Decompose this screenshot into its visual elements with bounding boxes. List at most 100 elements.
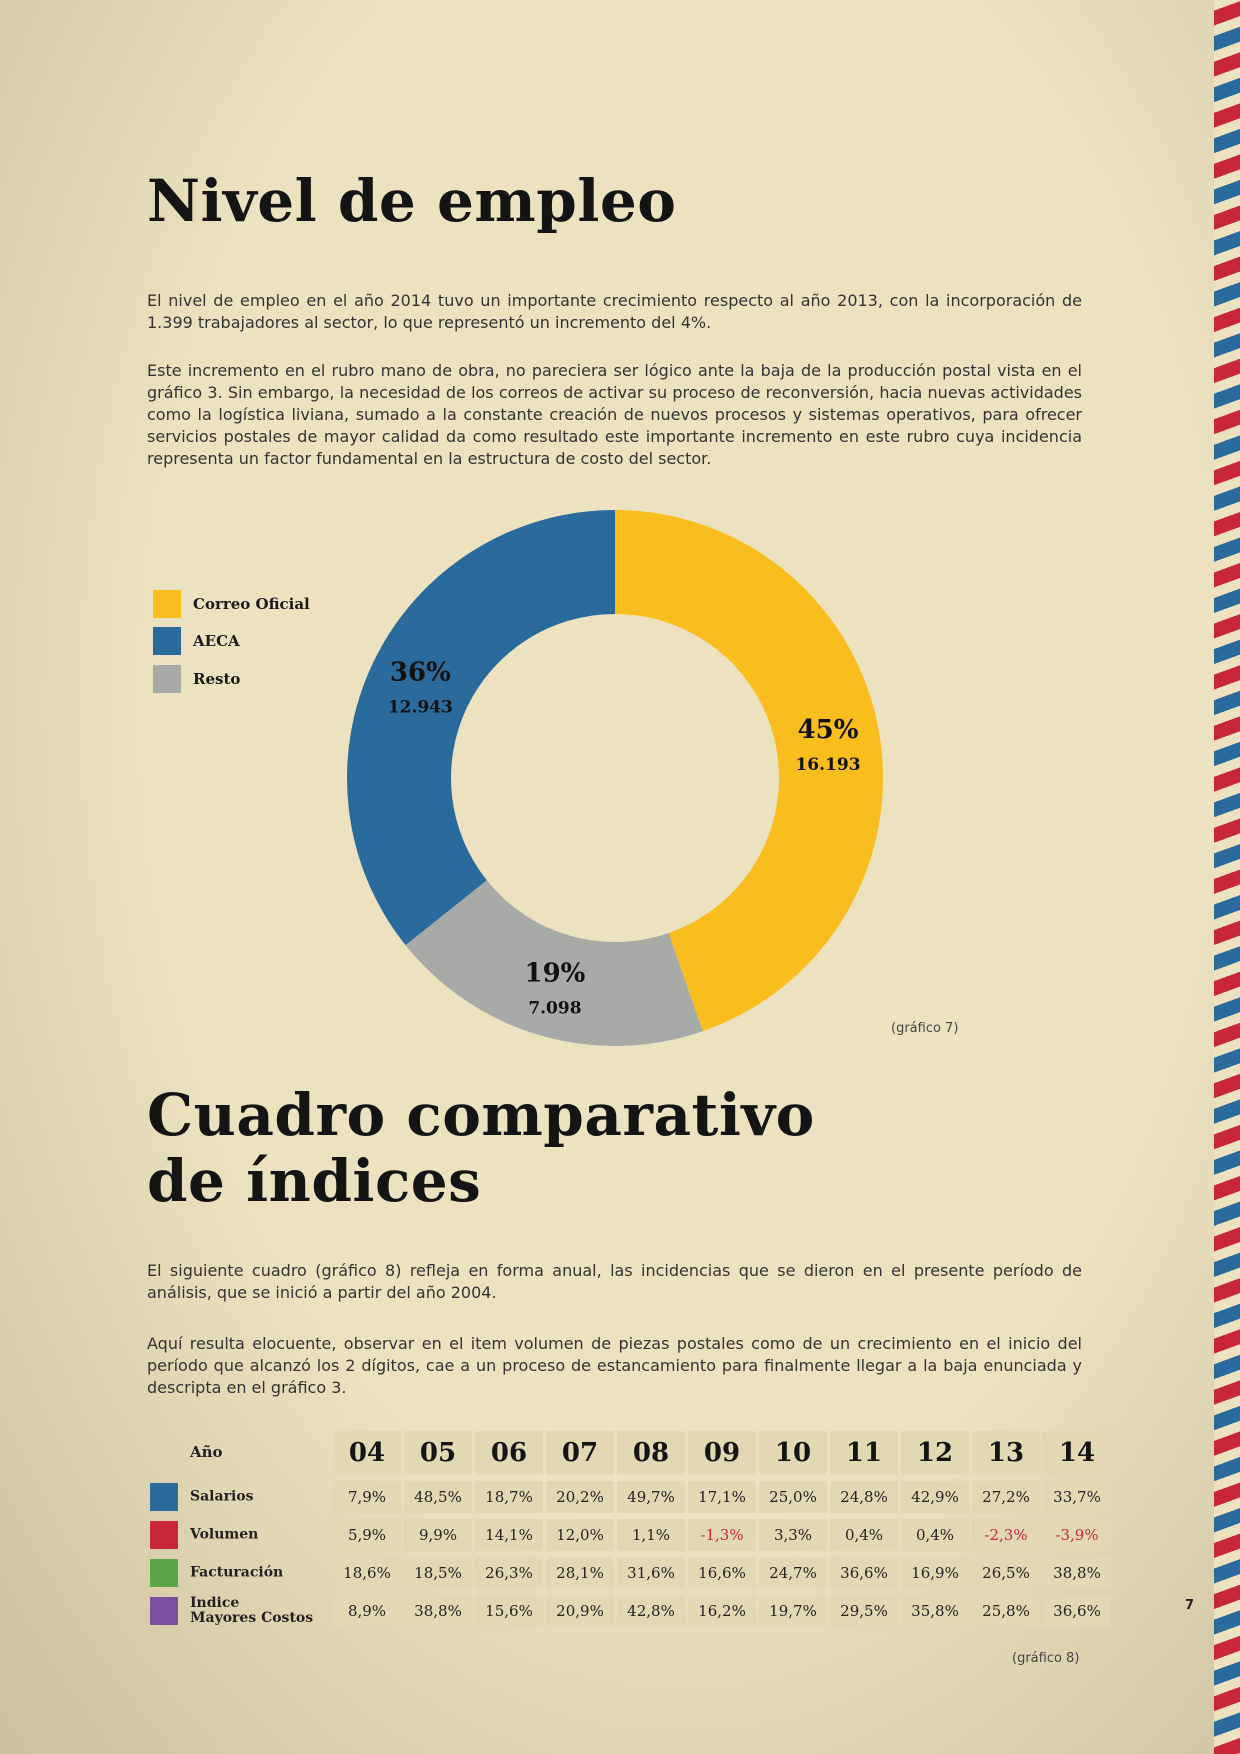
row-header: Indice Mayores Costos xyxy=(150,1595,330,1627)
donut-slice-correo-oficial xyxy=(615,510,883,1032)
row-label-line-1: Indice xyxy=(190,1595,240,1611)
airmail-stripe-border xyxy=(1214,0,1240,1754)
row-color-swatch xyxy=(150,1559,178,1587)
table-cell: 26,5% xyxy=(972,1557,1040,1589)
table-cell: 16,9% xyxy=(901,1557,969,1589)
slice-value-label: 12.943 xyxy=(388,697,453,717)
table-cell: 28,1% xyxy=(546,1557,614,1589)
table-cell: 18,7% xyxy=(475,1481,543,1513)
year-cell: 04 xyxy=(333,1431,401,1475)
year-cell: 05 xyxy=(404,1431,472,1475)
table-cell: 24,8% xyxy=(830,1481,898,1513)
donut-slice-aeca xyxy=(347,510,615,946)
row-color-swatch xyxy=(150,1597,178,1625)
legend-label: Correo Oficial xyxy=(193,595,310,613)
table-cell: 15,6% xyxy=(475,1595,543,1627)
table-cell: 38,8% xyxy=(1043,1557,1111,1589)
row-color-swatch xyxy=(150,1521,178,1549)
table-row: Salarios 7,9% 48,5% 18,7% 20,2% 49,7% 17,1% 25,… xyxy=(150,1481,1111,1513)
year-header-label: Año xyxy=(190,1443,223,1461)
table-cell: 49,7% xyxy=(617,1481,685,1513)
table-header-row: Año 04 05 06 07 08 09 10 11 12 13 14 xyxy=(150,1431,1111,1475)
section-title-cuadro-comparativo: Cuadro comparativo de índices xyxy=(147,1082,815,1214)
table-cell: 48,5% xyxy=(404,1481,472,1513)
indices-table: Año 04 05 06 07 08 09 10 11 12 13 14 Sal… xyxy=(147,1425,1114,1633)
title-line-2: de índices xyxy=(147,1147,482,1215)
table-cell: 1,1% xyxy=(617,1519,685,1551)
year-header-cell: Año xyxy=(150,1431,330,1475)
slice-percent-label: 36% xyxy=(390,657,451,687)
year-cell: 11 xyxy=(830,1431,898,1475)
row-header: Facturación xyxy=(150,1557,330,1589)
table-row: Facturación 18,6% 18,5% 26,3% 28,1% 31,6% 16,6… xyxy=(150,1557,1111,1589)
row-label-line-1: Salarios xyxy=(190,1488,254,1505)
table-caption-grafico-8: (gráfico 8) xyxy=(1012,1651,1080,1666)
table-cell: 25,0% xyxy=(759,1481,827,1513)
year-cell: 14 xyxy=(1043,1431,1111,1475)
table-cell: 33,7% xyxy=(1043,1481,1111,1513)
legend-swatch xyxy=(153,590,181,618)
table-cell: 24,7% xyxy=(759,1557,827,1589)
table-cell: 19,7% xyxy=(759,1595,827,1627)
paragraph-1: El nivel de empleo en el año 2014 tuvo u… xyxy=(147,291,1082,332)
table-cell: 0,4% xyxy=(830,1519,898,1551)
table-cell: 8,9% xyxy=(333,1595,401,1627)
page-number: 7 xyxy=(1185,1598,1195,1613)
table-row: Volumen 5,9% 9,9% 14,1% 12,0% 1,1% -1,3% 3,3% 0,… xyxy=(150,1519,1111,1551)
legend-label: AECA xyxy=(193,632,240,650)
table-cell: 29,5% xyxy=(830,1595,898,1627)
legend-label: Resto xyxy=(193,670,241,688)
title-line-1: Cuadro comparativo xyxy=(147,1081,815,1149)
table-cell: 26,3% xyxy=(475,1557,543,1589)
table-cell: 20,2% xyxy=(546,1481,614,1513)
paragraph-2: Este incremento en el rubro mano de obra… xyxy=(147,361,1082,468)
table-cell: 16,2% xyxy=(688,1595,756,1627)
year-cell: 09 xyxy=(688,1431,756,1475)
row-label: Facturación xyxy=(190,1564,284,1581)
table-cell: 36,6% xyxy=(830,1557,898,1589)
table-cell: 0,4% xyxy=(901,1519,969,1551)
row-label-line-1: Facturación xyxy=(190,1564,284,1581)
row-label: Volumen xyxy=(190,1527,258,1543)
year-cell: 10 xyxy=(759,1431,827,1475)
slice-percent-label: 19% xyxy=(524,958,585,988)
legend-swatch xyxy=(153,627,181,655)
year-cell: 06 xyxy=(475,1431,543,1475)
table-cell: 3,3% xyxy=(759,1519,827,1551)
table-cell: 17,1% xyxy=(688,1481,756,1513)
employment-donut-chart: 45% 16.193 19% 7.098 36% 12.943 xyxy=(347,510,883,1046)
year-cell: 07 xyxy=(546,1431,614,1475)
table-cell: 20,9% xyxy=(546,1595,614,1627)
table-cell: 16,6% xyxy=(688,1557,756,1589)
chart-caption-grafico-7: (gráfico 7) xyxy=(891,1021,959,1036)
row-label-line-2: Mayores Costos xyxy=(190,1610,314,1626)
year-cell: 08 xyxy=(617,1431,685,1475)
section-title-nivel-de-empleo: Nivel de empleo xyxy=(147,167,677,235)
table-cell: 42,8% xyxy=(617,1595,685,1627)
table-cell: -2,3% xyxy=(972,1519,1040,1551)
donut-slice-resto xyxy=(405,880,703,1046)
table-row: Indice Mayores Costos 8,9% 38,8% 15,6% 20,9% 4… xyxy=(150,1595,1111,1627)
table-cell: 35,8% xyxy=(901,1595,969,1627)
table-cell: -3,9% xyxy=(1043,1519,1111,1551)
row-header: Salarios xyxy=(150,1481,330,1513)
paragraph-3: El siguiente cuadro (gráfico 8) refleja … xyxy=(147,1261,1082,1302)
row-label: Salarios xyxy=(190,1488,254,1505)
table-cell: 12,0% xyxy=(546,1519,614,1551)
table-cell: -1,3% xyxy=(688,1519,756,1551)
paragraph-4: Aquí resulta elocuente, observar en el i… xyxy=(147,1334,1082,1397)
year-cell: 13 xyxy=(972,1431,1040,1475)
table-cell: 42,9% xyxy=(901,1481,969,1513)
table-cell: 7,9% xyxy=(333,1481,401,1513)
slice-value-label: 7.098 xyxy=(528,998,581,1018)
table-cell: 31,6% xyxy=(617,1557,685,1589)
table-cell: 18,6% xyxy=(333,1557,401,1589)
row-header: Volumen xyxy=(150,1519,330,1551)
table-cell: 38,8% xyxy=(404,1595,472,1627)
row-label: Indice Mayores Costos xyxy=(190,1596,313,1626)
table-cell: 9,9% xyxy=(404,1519,472,1551)
table-cell: 25,8% xyxy=(972,1595,1040,1627)
year-cell: 12 xyxy=(901,1431,969,1475)
table-cell: 18,5% xyxy=(404,1557,472,1589)
slice-value-label: 16.193 xyxy=(795,755,860,775)
